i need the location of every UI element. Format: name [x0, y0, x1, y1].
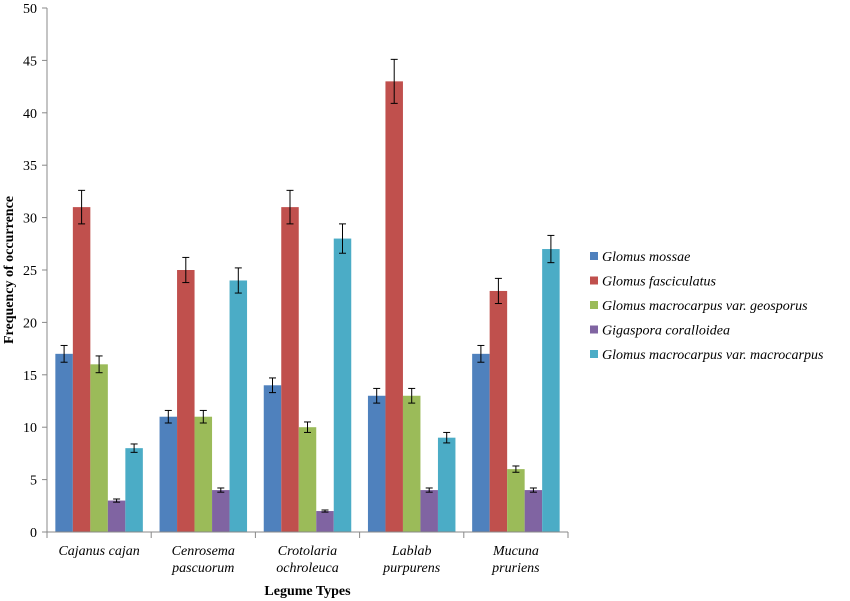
x-category-label: purpurens [382, 561, 441, 576]
bar [402, 395, 421, 532]
y-tick-label: 0 [30, 526, 37, 541]
legend-label: Glomus mossae [602, 250, 690, 265]
x-category-label: Mucuna [492, 544, 539, 559]
bar [229, 280, 248, 532]
bar [472, 353, 490, 532]
bar [107, 500, 126, 532]
y-tick-label: 30 [23, 212, 37, 227]
y-tick-label: 40 [23, 107, 37, 122]
y-axis-title: Frequency of occurrence [2, 196, 17, 344]
bar [333, 238, 352, 532]
legend-label: Glomus macrocarpus var. macrocarpus [602, 348, 824, 363]
legend-label: Glomus macrocarpus var. geosporus [602, 299, 808, 314]
bar [385, 81, 403, 533]
y-tick-label: 35 [23, 159, 37, 174]
bar [281, 207, 299, 532]
bar [55, 353, 73, 532]
x-category-label: Crotolaria [278, 544, 337, 559]
legend: Glomus mossae Glomus fasciculatus Glomus m… [590, 250, 824, 363]
legend-swatch [590, 301, 598, 309]
y-tick-label: 20 [23, 316, 37, 331]
bar [212, 490, 230, 532]
bar [542, 249, 560, 533]
bar [507, 469, 525, 532]
bar [263, 385, 282, 532]
bar [90, 364, 108, 532]
bar [437, 437, 456, 532]
y-tick-label: 45 [23, 54, 37, 69]
bar [177, 270, 195, 532]
x-category-label: Cajanus cajan [58, 544, 139, 559]
y-tick-label: 50 [23, 2, 37, 17]
bar [316, 511, 334, 532]
y-tick-label: 25 [23, 264, 37, 279]
bar [298, 427, 317, 532]
legend-label: Glomus fasciculatus [602, 275, 716, 290]
bar [367, 395, 386, 532]
x-category-labels: Cajanus cajan Cenrosema pascuorum Crotolari… [58, 544, 540, 576]
y-tick-label: 10 [23, 421, 37, 436]
axes-layer [42, 7, 569, 538]
legend-swatch [590, 325, 598, 334]
legend-label: Gigaspora coralloidea [602, 324, 730, 339]
y-tick-label: 5 [30, 474, 37, 489]
y-tick-label: 15 [23, 369, 37, 384]
bar [489, 290, 508, 532]
x-category-label: Cenrosema [172, 544, 235, 559]
y-tick-labels: 0 5 10 15 20 25 30 35 40 45 50 [23, 2, 37, 541]
legend-swatch [590, 276, 598, 285]
x-category-label: pascuorum [171, 561, 234, 576]
bars-layer [55, 58, 560, 533]
bar [420, 490, 438, 532]
x-category-label: ochroleuca [276, 561, 338, 576]
legend-swatch [590, 252, 598, 260]
x-category-label: Lablab [391, 544, 432, 559]
legend-swatch [590, 350, 598, 358]
bar [72, 207, 91, 532]
x-category-label: pruriens [491, 561, 540, 576]
bar [159, 416, 178, 532]
bar [125, 448, 143, 532]
x-axis-title: Legume Types [264, 584, 351, 599]
bar [524, 490, 543, 532]
bar [194, 416, 213, 532]
